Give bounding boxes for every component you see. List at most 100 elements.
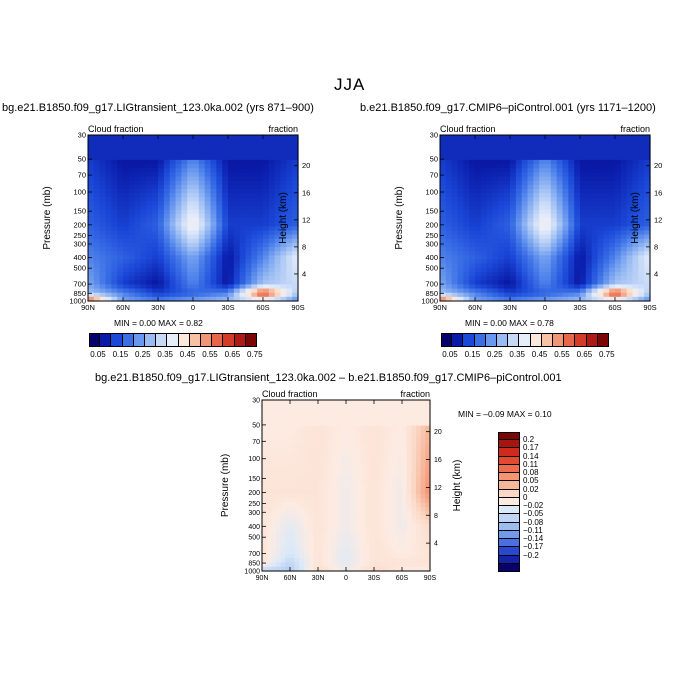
colorbar-label: 0.55 bbox=[202, 350, 218, 359]
heatmap-cell bbox=[597, 284, 604, 290]
heatmap-cell bbox=[204, 168, 212, 173]
heatmap-cell bbox=[539, 218, 546, 223]
heatmap-cell bbox=[591, 172, 599, 178]
heatmap-cell bbox=[294, 545, 300, 551]
heatmap-cell bbox=[222, 218, 229, 223]
heatmap-cell bbox=[346, 519, 352, 525]
heatmap-cell bbox=[527, 201, 534, 207]
heatmap-cell bbox=[360, 434, 366, 440]
heatmap-cell bbox=[580, 292, 587, 298]
heatmap-cell bbox=[318, 451, 324, 457]
heatmap-cell bbox=[480, 180, 488, 186]
heatmap-cell bbox=[327, 412, 333, 418]
heatmap-cell bbox=[123, 201, 130, 207]
heatmap-cell bbox=[210, 139, 217, 144]
heatmap-cell bbox=[440, 251, 447, 256]
heatmap-cell bbox=[383, 404, 389, 410]
heatmap-cell bbox=[397, 417, 403, 422]
heatmap-cell bbox=[638, 168, 645, 173]
heatmap-cell bbox=[392, 541, 398, 546]
heatmap-cell bbox=[276, 472, 282, 478]
heatmap-cell bbox=[504, 159, 511, 165]
heatmap-cell bbox=[550, 288, 558, 294]
heatmap-cell bbox=[163, 263, 171, 269]
heatmap-cell bbox=[268, 143, 276, 149]
heatmap-cell bbox=[346, 498, 352, 504]
heatmap-cell bbox=[632, 276, 639, 281]
heatmap-cell bbox=[420, 519, 426, 525]
heatmap-cell bbox=[140, 147, 147, 153]
heatmap-cell bbox=[276, 404, 282, 410]
heatmap-cell bbox=[346, 485, 352, 491]
heatmap-cell bbox=[111, 201, 118, 207]
heatmap-cell bbox=[280, 519, 286, 525]
heatmap-cell bbox=[308, 447, 314, 452]
heatmap-cell bbox=[123, 139, 130, 144]
heatmap-cell bbox=[486, 247, 494, 252]
heatmap-cell bbox=[257, 280, 264, 285]
heatmap-cell bbox=[574, 276, 581, 281]
heatmap-cell bbox=[308, 489, 314, 495]
heatmap-cell bbox=[274, 234, 282, 240]
heatmap-cell bbox=[364, 425, 370, 431]
heatmap-cell bbox=[88, 284, 95, 290]
heatmap-cell bbox=[480, 259, 488, 265]
heatmap-cell bbox=[504, 230, 511, 236]
heatmap-cell bbox=[585, 188, 593, 194]
heatmap-cell bbox=[374, 464, 380, 470]
heatmap-cell bbox=[580, 159, 587, 165]
heatmap-cell bbox=[350, 536, 356, 542]
heatmap-cell bbox=[134, 271, 142, 277]
y-tick-label: 1000 bbox=[69, 297, 86, 306]
heatmap-cell bbox=[93, 180, 101, 186]
heatmap-cell bbox=[392, 412, 398, 418]
heatmap-cell bbox=[271, 429, 277, 435]
heatmap-cell bbox=[111, 180, 118, 186]
heatmap-cell bbox=[469, 164, 476, 169]
heatmap-cell bbox=[591, 151, 599, 157]
heatmap-cell bbox=[521, 222, 529, 227]
heatmap-cell bbox=[274, 168, 282, 173]
heatmap-cell bbox=[585, 288, 593, 294]
heatmap-cell bbox=[521, 234, 529, 240]
heatmap-cell bbox=[510, 280, 517, 285]
heatmap-cell bbox=[486, 184, 494, 190]
heatmap-cell bbox=[515, 276, 523, 281]
heatmap-cell bbox=[638, 259, 645, 265]
heatmap-cell bbox=[451, 267, 459, 273]
heatmap-cell bbox=[420, 468, 426, 474]
heatmap-cell bbox=[504, 247, 511, 252]
heatmap-cell bbox=[187, 197, 194, 202]
heatmap-cell bbox=[388, 541, 394, 546]
heatmap-cell bbox=[239, 184, 247, 190]
heatmap-cell bbox=[644, 259, 651, 265]
heatmap-cell bbox=[533, 164, 540, 169]
heatmap-cell bbox=[644, 193, 651, 198]
heatmap-cell bbox=[457, 188, 464, 194]
heatmap-cell bbox=[609, 251, 616, 256]
heatmap-cell bbox=[585, 242, 593, 248]
heatmap-cell bbox=[638, 222, 645, 227]
heatmap-cell bbox=[152, 280, 159, 285]
heatmap-cell bbox=[336, 532, 342, 538]
y2-tick-label: 4 bbox=[302, 269, 306, 278]
heatmap-cell bbox=[374, 545, 380, 551]
heatmap-cell bbox=[322, 421, 328, 427]
heatmap-cell bbox=[644, 213, 651, 219]
heatmap-cell bbox=[420, 404, 426, 410]
heatmap-cell bbox=[603, 176, 610, 182]
heatmap-cell bbox=[341, 404, 347, 410]
heatmap-cell bbox=[498, 222, 505, 227]
heatmap-cell bbox=[550, 172, 558, 178]
heatmap-cell bbox=[304, 404, 310, 410]
heatmap-cell bbox=[515, 292, 523, 298]
heatmap-cell bbox=[286, 143, 293, 149]
heatmap-cell bbox=[388, 438, 394, 444]
heatmap-cell bbox=[341, 425, 347, 431]
heatmap-cell bbox=[388, 425, 394, 431]
heatmap-cell bbox=[216, 151, 223, 157]
heatmap-cell bbox=[128, 184, 136, 190]
heatmap-cell bbox=[591, 213, 599, 219]
heatmap-cell bbox=[169, 251, 177, 256]
heatmap-cell bbox=[276, 528, 282, 534]
